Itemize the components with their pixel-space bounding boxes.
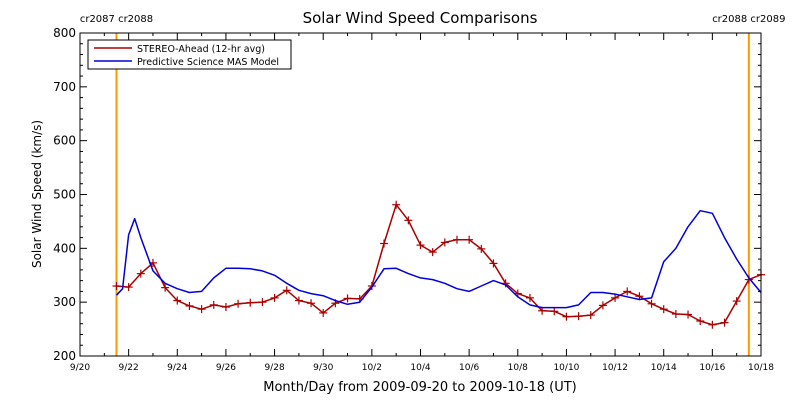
data-point-plus <box>258 298 267 307</box>
data-point-plus <box>623 287 632 296</box>
x-tick-label: 9/26 <box>216 363 236 373</box>
x-tick-label: 9/28 <box>264 363 284 373</box>
x-tick-label: 9/22 <box>119 363 139 373</box>
data-point-plus <box>440 238 449 247</box>
data-point-plus <box>671 310 680 319</box>
data-point-plus <box>380 239 389 248</box>
carrington-marker-label: cr2087 cr2088 <box>80 14 153 25</box>
y-tick-label: 700 <box>53 80 76 94</box>
data-point-plus <box>112 282 121 291</box>
data-point-plus <box>185 301 194 310</box>
y-axis: 200 300 400 500 600 700 800 <box>53 26 761 363</box>
series-layer <box>112 200 765 329</box>
data-point-plus <box>720 318 729 327</box>
data-point-plus <box>477 244 486 253</box>
data-point-plus <box>161 283 170 292</box>
x-tick-label: 10/10 <box>553 363 579 373</box>
data-point-plus <box>282 286 291 295</box>
data-point-plus <box>234 299 243 308</box>
data-point-plus <box>550 307 559 316</box>
y-axis-label: Solar Wind Speed (km/s) <box>30 120 44 268</box>
y-tick-label: 800 <box>53 26 76 40</box>
data-point-plus <box>684 310 693 319</box>
data-point-plus <box>696 317 705 326</box>
x-tick-label: 10/18 <box>748 363 774 373</box>
y-tick-label: 200 <box>53 349 76 363</box>
data-point-plus <box>416 241 425 250</box>
x-axis-label: Month/Day from 2009-09-20 to 2009-10-18 … <box>263 380 576 395</box>
y-tick-label: 300 <box>53 295 76 309</box>
data-point-plus <box>197 305 206 314</box>
x-tick-label: 10/4 <box>410 363 430 373</box>
legend-label-mas: Predictive Science MAS Model <box>137 57 279 68</box>
data-point-plus <box>392 200 401 209</box>
x-tick-label: 9/30 <box>313 363 333 373</box>
data-point-plus <box>452 235 461 244</box>
data-point-plus <box>525 293 534 302</box>
data-point-plus <box>173 296 182 305</box>
data-point-plus <box>428 248 437 257</box>
legend-label-stereo: STEREO-Ahead (12-hr avg) <box>137 44 265 55</box>
data-point-plus <box>136 269 145 278</box>
legend: STEREO-Ahead (12-hr avg) Predictive Scie… <box>87 39 292 70</box>
y-tick-label: 500 <box>53 188 76 202</box>
data-point-plus <box>489 259 498 268</box>
x-tick-label: 10/6 <box>459 363 479 373</box>
data-point-plus <box>246 298 255 307</box>
data-point-plus <box>221 303 230 312</box>
data-point-plus <box>732 297 741 306</box>
data-point-plus <box>465 235 474 244</box>
data-point-plus <box>598 301 607 310</box>
data-point-plus <box>647 299 656 308</box>
carrington-markers: cr2087 cr2088 cr2088 cr2089 <box>80 14 785 356</box>
x-tick-label: 10/14 <box>651 363 677 373</box>
x-axis: 9/20 9/22 9/24 9/26 9/28 9/30 10/2 10/4 10/6 10/8… <box>70 33 774 373</box>
legend-box <box>87 39 292 70</box>
x-tick-label: 9/24 <box>167 363 187 373</box>
data-point-plus <box>404 216 413 225</box>
data-point-plus <box>574 312 583 321</box>
x-tick-label: 10/16 <box>699 363 725 373</box>
carrington-marker-label: cr2088 cr2089 <box>712 14 785 25</box>
data-point-plus <box>307 299 316 308</box>
x-tick-label: 10/12 <box>602 363 628 373</box>
data-point-plus <box>611 293 620 302</box>
y-tick-label: 400 <box>53 241 76 255</box>
series-line-1 <box>115 209 762 309</box>
x-tick-label: 9/20 <box>70 363 90 373</box>
x-tick-label: 10/8 <box>508 363 528 373</box>
data-point-plus <box>562 312 571 321</box>
data-point-plus <box>209 300 218 309</box>
data-point-plus <box>319 308 328 317</box>
data-point-plus <box>294 296 303 305</box>
data-point-plus <box>270 293 279 302</box>
data-point-plus <box>343 294 352 303</box>
data-point-plus <box>659 305 668 314</box>
chart-title: Solar Wind Speed Comparisons <box>303 9 538 27</box>
data-point-plus <box>708 320 717 329</box>
data-point-plus <box>124 283 133 292</box>
x-tick-label: 10/2 <box>362 363 382 373</box>
data-point-plus <box>586 311 595 320</box>
y-tick-label: 600 <box>53 134 76 148</box>
